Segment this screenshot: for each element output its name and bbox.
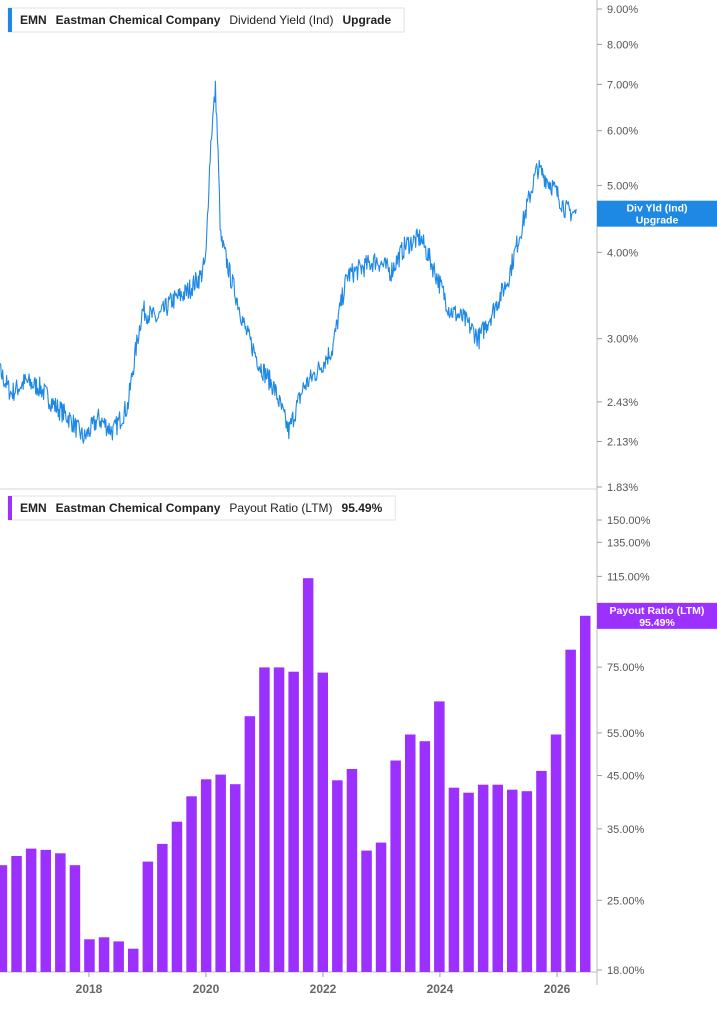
yield-tick-label: 2.13% — [607, 436, 638, 448]
payout-bar — [507, 789, 518, 972]
x-tick-label: 2022 — [310, 982, 337, 996]
payout-bar — [244, 716, 256, 972]
legend-value: Upgrade — [342, 13, 391, 27]
yield-marker-value: Upgrade — [636, 215, 679, 227]
yield-tick-label: 5.00% — [607, 180, 638, 192]
yield-tick-label: 6.00% — [607, 126, 638, 138]
payout-bar — [492, 784, 503, 972]
payout-bar — [405, 734, 416, 972]
dividend-yield-line — [0, 80, 577, 444]
payout-tick-label: 25.00% — [607, 895, 645, 907]
legend-ticker: EMN — [20, 501, 47, 515]
payout-bar — [463, 792, 474, 972]
payout-bar — [273, 667, 285, 972]
payout-bar — [11, 856, 22, 972]
yield-legend-color-swatch — [8, 8, 12, 32]
yield-tick-label: 9.00% — [607, 4, 638, 16]
payout-bar — [580, 615, 591, 972]
legend-metric: Dividend Yield (Ind) — [229, 13, 333, 27]
payout-tick-label: 150.00% — [607, 515, 651, 527]
payout-bar — [288, 671, 299, 972]
payout-tick-label: 55.00% — [607, 728, 645, 740]
payout-legend-color-swatch — [8, 496, 12, 520]
yield-marker-box — [597, 200, 717, 227]
payout-bar — [230, 784, 241, 972]
payout-bar — [171, 821, 183, 972]
x-tick-label: 2018 — [76, 982, 103, 996]
payout-bar — [113, 941, 124, 972]
payout-bar — [142, 861, 154, 972]
yield-tick-label: 2.43% — [607, 397, 638, 409]
payout-bar — [521, 791, 533, 972]
yield-tick-label: 1.83% — [607, 482, 638, 494]
legend-company: Eastman Chemical Company — [56, 501, 221, 515]
payout-tick-label: 18.00% — [607, 965, 645, 977]
payout-bar — [157, 843, 168, 972]
payout-bar — [25, 848, 37, 972]
payout-bar — [302, 578, 314, 972]
payout-bar — [0, 865, 8, 972]
yield-tick-label: 8.00% — [607, 39, 638, 51]
payout-bar — [69, 865, 81, 972]
payout-bar — [477, 784, 489, 972]
payout-bar — [550, 734, 562, 972]
payout-marker-box — [597, 602, 717, 629]
payout-legend-box — [7, 495, 396, 521]
x-tick-label: 2024 — [427, 982, 454, 996]
legend-ticker: EMN — [20, 13, 47, 27]
payout-legend: EMN Eastman Chemical Company Payout Ratio … — [7, 495, 396, 521]
payout-bar — [84, 939, 95, 972]
payout-bar — [98, 937, 110, 972]
payout-bar — [128, 948, 139, 972]
payout-tick-label: 45.00% — [607, 771, 645, 783]
payout-marker-value: 95.49% — [639, 617, 675, 629]
legend-company: Eastman Chemical Company — [56, 13, 221, 27]
payout-tick-label: 75.00% — [607, 662, 645, 674]
x-tick-label: 2020 — [193, 982, 220, 996]
payout-bar — [434, 701, 445, 972]
payout-bar — [186, 796, 197, 972]
payout-bar — [419, 741, 431, 972]
payout-bar — [55, 853, 66, 972]
payout-bar — [375, 842, 387, 972]
payout-bar — [448, 787, 460, 972]
legend-value: 95.49% — [342, 501, 383, 515]
payout-bar — [536, 770, 547, 972]
x-tick-label: 2026 — [544, 982, 571, 996]
payout-bar — [361, 850, 372, 972]
yield-tick-label: 3.00% — [607, 334, 638, 346]
payout-tick-label: 115.00% — [607, 571, 650, 583]
payout-tick-label: 135.00% — [607, 537, 651, 549]
payout-bar — [390, 760, 401, 972]
legend-metric: Payout Ratio (LTM) — [229, 501, 332, 515]
yield-legend: EMN Eastman Chemical Company Dividend Yiel… — [7, 7, 405, 33]
payout-bar — [200, 779, 212, 972]
payout-bar — [259, 667, 270, 972]
payout-bar — [317, 672, 328, 972]
payout-tick-label: 35.00% — [607, 824, 645, 836]
payout-bar — [332, 780, 343, 972]
payout-bar — [346, 769, 358, 972]
payout-bar — [565, 649, 576, 972]
yield-tick-label: 7.00% — [607, 79, 638, 91]
yield-tick-label: 4.00% — [607, 247, 638, 259]
payout-bar — [40, 849, 51, 972]
payout-bar — [215, 774, 226, 972]
payout-marker-label: Payout Ratio (LTM) — [610, 605, 705, 617]
yield-marker-label: Div Yld (Ind) — [626, 203, 687, 215]
